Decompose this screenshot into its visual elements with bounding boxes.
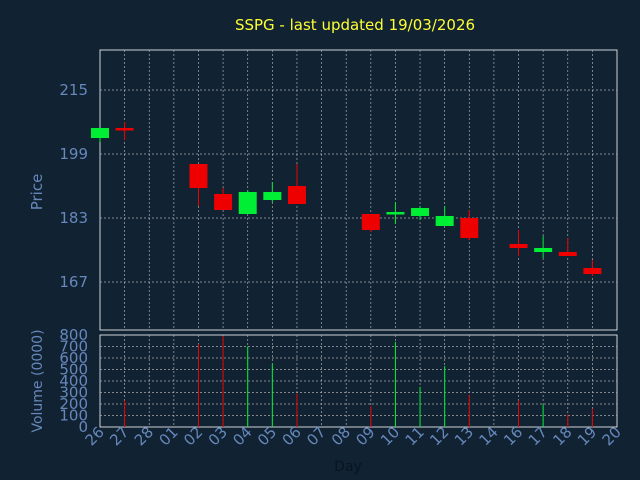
grid-lines: [99, 49, 618, 428]
candle-body: [386, 212, 405, 215]
price-tick-label: 167: [59, 273, 88, 291]
volume-tick-label: 400: [59, 372, 88, 390]
candle-body: [91, 128, 109, 138]
candle-body: [189, 164, 208, 188]
candle-body: [411, 208, 430, 216]
candle-body: [287, 186, 306, 204]
day-axis-label: Day: [334, 459, 362, 475]
candle-body: [263, 192, 282, 200]
candle-body: [361, 214, 380, 230]
candle-body: [214, 194, 233, 210]
price-axis-label: Price: [28, 174, 46, 211]
volume-tick-label: 800: [59, 326, 88, 344]
price-tick-label: 183: [59, 209, 88, 227]
volume-tick-label: 200: [59, 395, 88, 413]
candle-body: [115, 128, 134, 131]
price-panel-frame: [99, 49, 618, 331]
volume-tick-label: 300: [59, 384, 88, 402]
candle-body: [238, 192, 257, 214]
chart-title: SSPG - last updated 19/03/2026: [235, 16, 475, 34]
candle-body: [460, 218, 479, 238]
volume-axis-label: Volume (0000): [30, 329, 46, 432]
candle-body: [583, 268, 602, 274]
volume-tick-label: 700: [59, 338, 88, 356]
volume-tick-label: 500: [59, 361, 88, 379]
candle-body: [534, 248, 553, 252]
price-panel: 215 199 183 167: [59, 81, 602, 291]
volume-tick-label: 600: [59, 349, 88, 367]
price-tick-label: 199: [59, 145, 88, 163]
candle-body: [558, 252, 577, 256]
volume-tick-label: 0: [78, 418, 88, 436]
candle-body: [435, 216, 454, 226]
volume-tick-label: 100: [59, 407, 88, 425]
price-tick-label: 215: [59, 81, 88, 99]
candle-body: [509, 244, 528, 248]
